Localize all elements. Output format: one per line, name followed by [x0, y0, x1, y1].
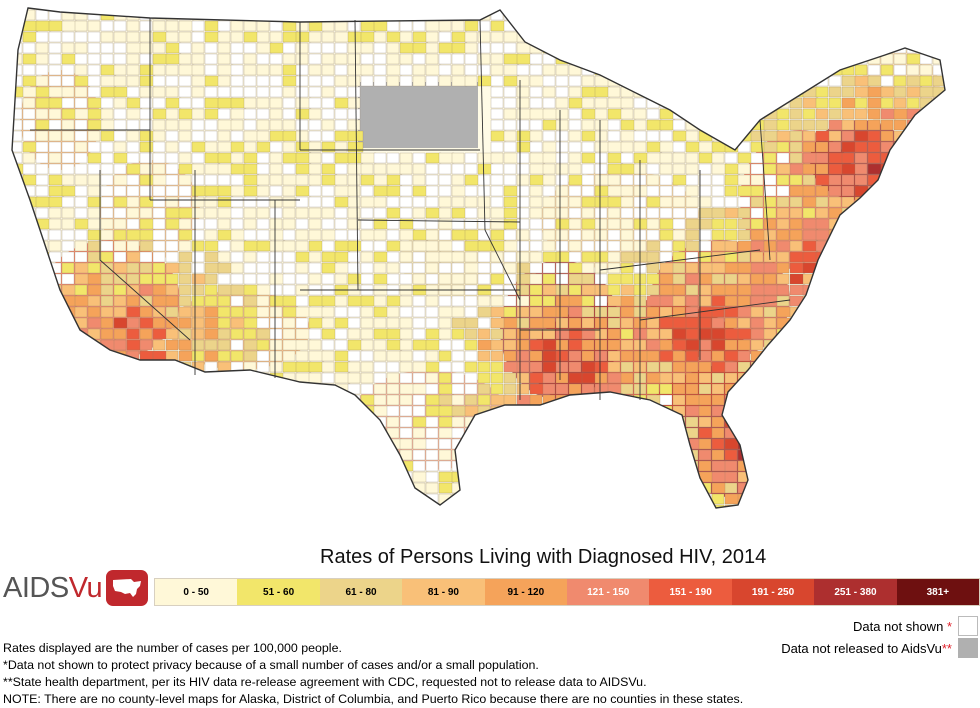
legend-not-shown-swatch: [958, 616, 978, 636]
logo-text-aids: AIDS: [3, 571, 69, 604]
legend-not-released-swatch: [958, 638, 978, 658]
note-no-county-maps: NOTE: There are no county-level maps for…: [3, 692, 744, 706]
note-rates: Rates displayed are the number of cases …: [3, 641, 342, 655]
map-title: Rates of Persons Living with Diagnosed H…: [320, 546, 767, 568]
legend-color-scale: 0 - 50 51 - 60 61 - 80 81 - 90 91 - 120 121 -…: [154, 578, 980, 606]
state-borders: [30, 18, 791, 400]
legend-bin: 251 - 380: [814, 579, 897, 605]
legend-not-released-label: Data not released to AidsVu: [781, 640, 942, 656]
legend-not-shown-star: *: [946, 618, 952, 634]
legend-bin: 191 - 250: [731, 579, 815, 605]
legend-bin: 381+: [896, 579, 980, 605]
note-release: **State health department, per its HIV d…: [3, 675, 647, 689]
legend-bin: 0 - 50: [155, 579, 238, 605]
note-privacy: *Data not shown to protect privacy becau…: [3, 658, 539, 672]
legend-bin: 51 - 60: [237, 579, 320, 605]
legend-bin: 81 - 90: [402, 579, 485, 605]
us-county-map: [11, 7, 946, 509]
legend-not-released-star: **: [941, 640, 952, 656]
county-fill-layer: [12, 8, 945, 508]
footnotes: Rates displayed are the number of cases …: [3, 640, 743, 708]
legend-data-not-shown: Data not shown *: [853, 616, 978, 636]
legend-bin: 121 - 150: [567, 579, 650, 605]
legend-data-not-released: Data not released to AidsVu **: [781, 638, 978, 658]
legend-bin: 151 - 190: [649, 579, 732, 605]
aidsvu-logo[interactable]: AIDSVu: [3, 568, 153, 608]
legend-not-shown-label: Data not shown: [852, 618, 944, 634]
legend-bin: 61 - 80: [319, 579, 403, 605]
logo-text-vu: Vu: [68, 571, 103, 604]
legend-bin: 91 - 120: [484, 579, 568, 605]
us-map-icon: [106, 570, 149, 606]
